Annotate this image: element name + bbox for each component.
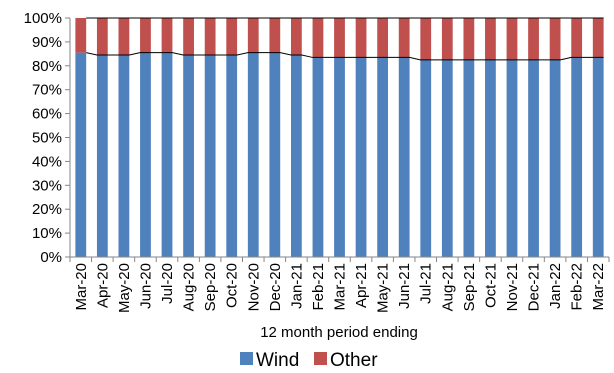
x-tick-label: Mar-20 (73, 263, 90, 311)
bar-other (420, 18, 432, 60)
bar-wind (506, 59, 518, 258)
bar-other (398, 18, 410, 58)
x-tick-label: Jun-21 (396, 263, 413, 309)
bar-wind (226, 55, 238, 257)
bar-wind (441, 59, 453, 258)
legend-label-wind: Wind (256, 350, 299, 371)
bar-series (75, 18, 604, 258)
bar-wind (269, 52, 281, 257)
bar-wind (161, 52, 173, 257)
x-axis-title: 12 month period ending (260, 324, 418, 341)
bar-wind (549, 59, 561, 258)
y-axis-tick-labels: 0% 10% 20% 30% 40% 50% 60% 70% 80% 90% 100% (24, 10, 62, 266)
x-tick-label: Feb-21 (310, 263, 327, 311)
y-tick-label: 80% (32, 58, 62, 75)
bar-wind (571, 57, 583, 258)
bar-other (290, 18, 302, 56)
bar-other (463, 18, 475, 60)
x-tick-label: May-21 (375, 263, 392, 313)
bar-wind (204, 55, 216, 257)
bar-other (506, 18, 518, 60)
bar-other (312, 18, 324, 58)
x-tick-label: Jun-20 (137, 263, 154, 309)
bar-other (571, 18, 583, 58)
bar-other (592, 18, 604, 58)
bar-wind (290, 55, 302, 257)
bar-wind (75, 52, 87, 257)
bar-wind (183, 55, 194, 257)
x-tick-label: Nov-21 (504, 263, 521, 311)
bar-wind (377, 57, 389, 258)
x-tick-label: Apr-20 (94, 263, 111, 308)
series-line-wind (86, 52, 604, 61)
y-tick-label: 0% (40, 249, 62, 266)
x-tick-label: Jan-21 (288, 263, 305, 309)
x-tick-label: Oct-20 (224, 263, 241, 308)
x-axis-tick-labels: Mar-20 Apr-20 May-20 Jun-20 Jul-20 Aug-20 Sep-… (73, 263, 607, 313)
bar-other (377, 18, 389, 58)
bar-other (247, 18, 259, 53)
x-tick-label: Feb-22 (569, 263, 586, 311)
bar-other (528, 18, 539, 60)
x-tick-label: Dec-21 (526, 263, 543, 311)
bar-other (204, 18, 216, 56)
bar-wind (96, 55, 108, 257)
y-tick-label: 70% (32, 82, 62, 99)
bar-other (485, 18, 496, 60)
bar-wind (247, 52, 259, 257)
axes (65, 17, 610, 262)
x-tick-label: Nov-20 (245, 263, 262, 311)
y-tick-label: 90% (32, 34, 62, 51)
bar-other (118, 18, 130, 56)
y-tick-label: 30% (32, 177, 62, 194)
y-tick-label: 100% (24, 10, 62, 27)
bar-wind (463, 59, 475, 258)
legend: Wind Other (240, 350, 378, 371)
x-tick-label: Mar-22 (590, 263, 607, 311)
bar-other (161, 18, 173, 53)
x-tick-label: Sep-21 (461, 263, 478, 311)
x-tick-label: Dec-20 (267, 263, 284, 311)
bar-other (269, 18, 281, 53)
bar-other (96, 18, 108, 56)
x-tick-label: Aug-21 (439, 263, 456, 311)
x-tick-label: Oct-21 (482, 263, 499, 308)
bar-other (140, 18, 151, 53)
bar-wind (592, 57, 604, 258)
y-tick-label: 20% (32, 201, 62, 218)
bar-other (549, 18, 561, 60)
bar-other (183, 18, 194, 56)
legend-swatch-wind (240, 352, 253, 365)
legend-swatch-other (314, 352, 327, 365)
bar-wind (118, 55, 130, 257)
x-tick-label: Sep-20 (202, 263, 219, 311)
x-tick-label: Aug-20 (181, 263, 198, 311)
series-lines (86, 17, 604, 61)
x-tick-label: Mar-21 (332, 263, 349, 311)
bar-wind (140, 52, 151, 257)
y-tick-label: 60% (32, 106, 62, 123)
x-tick-label: May-20 (116, 263, 133, 313)
bar-other (355, 18, 367, 58)
bar-other (226, 18, 238, 56)
bar-other (75, 18, 87, 53)
y-tick-label: 10% (32, 225, 62, 242)
bar-other (441, 18, 453, 60)
x-tick-label: Jul-20 (159, 263, 176, 304)
bar-wind (420, 59, 432, 258)
x-tick-label: Apr-21 (353, 263, 370, 308)
bar-wind (528, 59, 539, 258)
bar-other (334, 18, 345, 58)
legend-label-other: Other (330, 350, 378, 371)
bar-wind (485, 59, 496, 258)
bar-wind (312, 57, 324, 258)
x-tick-label: Jan-22 (547, 263, 564, 309)
bar-wind (398, 57, 410, 258)
bar-wind (334, 57, 345, 258)
x-tick-label: Jul-21 (418, 263, 435, 304)
y-tick-label: 40% (32, 153, 62, 170)
y-tick-label: 50% (32, 130, 62, 147)
bar-wind (355, 57, 367, 258)
